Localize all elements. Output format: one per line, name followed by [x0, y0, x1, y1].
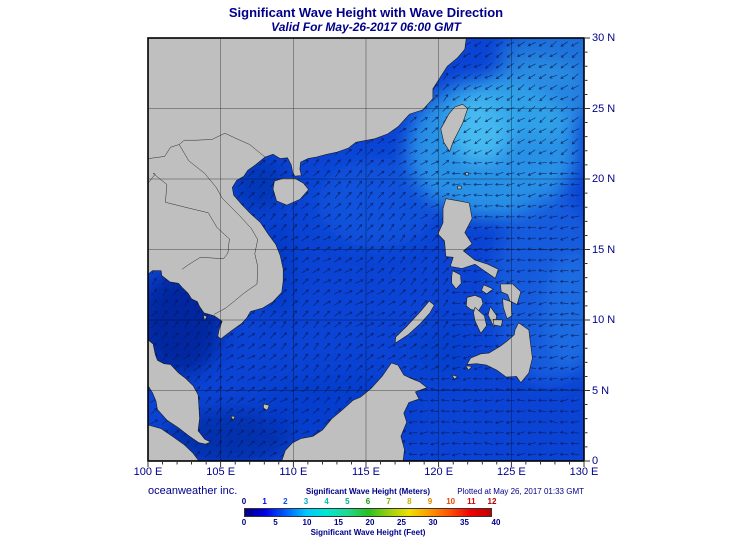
x-axis-label: 125 E — [496, 466, 526, 478]
legend-feet-tick: 5 — [273, 518, 278, 527]
legend-feet-label: Significant Wave Height (Feet) — [310, 528, 426, 537]
legend-meter-tick: 5 — [345, 497, 350, 506]
legend-meters-label: Significant Wave Height (Meters) — [305, 487, 431, 496]
country-borders — [148, 132, 266, 315]
legend-meter-tick: 6 — [365, 497, 371, 506]
legend-meter-tick: 8 — [407, 497, 412, 506]
y-axis-label: 25 N — [592, 102, 616, 115]
wave-map — [147, 37, 590, 467]
x-axis-label: 120 E — [424, 466, 454, 478]
legend-meter-tick: 1 — [262, 497, 267, 506]
legend-meter-tick: 10 — [446, 497, 456, 506]
grid-lines — [148, 38, 584, 461]
legend-feet-tick: 35 — [460, 518, 469, 527]
credit-text: oceanweather inc. — [148, 485, 238, 497]
land-masses — [148, 38, 533, 461]
chart-subtitle: Valid For May-26-2017 06:00 GMT — [271, 20, 461, 34]
legend-feet-tick: 25 — [397, 518, 406, 527]
legend-feet-ticks: 0 5 10 15 20 25 30 35 40 — [241, 518, 501, 528]
legend-meter-tick: 4 — [324, 497, 329, 506]
x-axis-label: 115 E — [352, 466, 380, 478]
y-axis-label: 20 N — [592, 173, 616, 185]
y-axis-label: 10 N — [592, 314, 616, 326]
legend-feet-tick: 10 — [302, 518, 312, 527]
map-area — [147, 37, 590, 467]
legend-meter-tick: 3 — [303, 497, 309, 506]
legend-feet-tick: 30 — [428, 518, 438, 527]
y-axis-label: 30 N — [592, 32, 616, 44]
legend-feet-tick: 15 — [334, 518, 343, 527]
legend-meter-tick: 0 — [241, 497, 247, 506]
legend-meter-tick: 2 — [283, 497, 288, 506]
legend-meter-tick: 11 — [467, 497, 476, 506]
x-axis-label: 130 E — [569, 466, 599, 478]
axis-ticks — [147, 37, 590, 467]
x-axis-label: 110 E — [279, 466, 308, 478]
legend-feet-tick: 0 — [241, 518, 247, 527]
legend-feet-tick: 20 — [365, 518, 375, 527]
plotted-timestamp: Plotted at May 26, 2017 01:33 GMT — [457, 487, 584, 496]
legend-feet-tick: 40 — [491, 518, 501, 527]
map-frame — [147, 37, 585, 462]
y-axis-label: 5 N — [592, 384, 610, 397]
legend-meter-tick: 9 — [427, 497, 433, 506]
x-axis-label: 105 E — [206, 466, 236, 478]
y-axis-label: 0 — [592, 455, 599, 467]
colorbar — [244, 508, 492, 517]
y-axis-label: 15 N — [592, 243, 616, 256]
chart-title: Significant Wave Height with Wave Direct… — [228, 5, 504, 20]
legend-meter-tick: 12 — [487, 497, 497, 506]
legend-meter-tick: 7 — [386, 497, 391, 506]
x-axis-label: 100 E — [133, 466, 163, 478]
legend-meters-ticks: 0 1 2 3 4 5 6 7 8 9 10 11 12 — [241, 497, 497, 507]
